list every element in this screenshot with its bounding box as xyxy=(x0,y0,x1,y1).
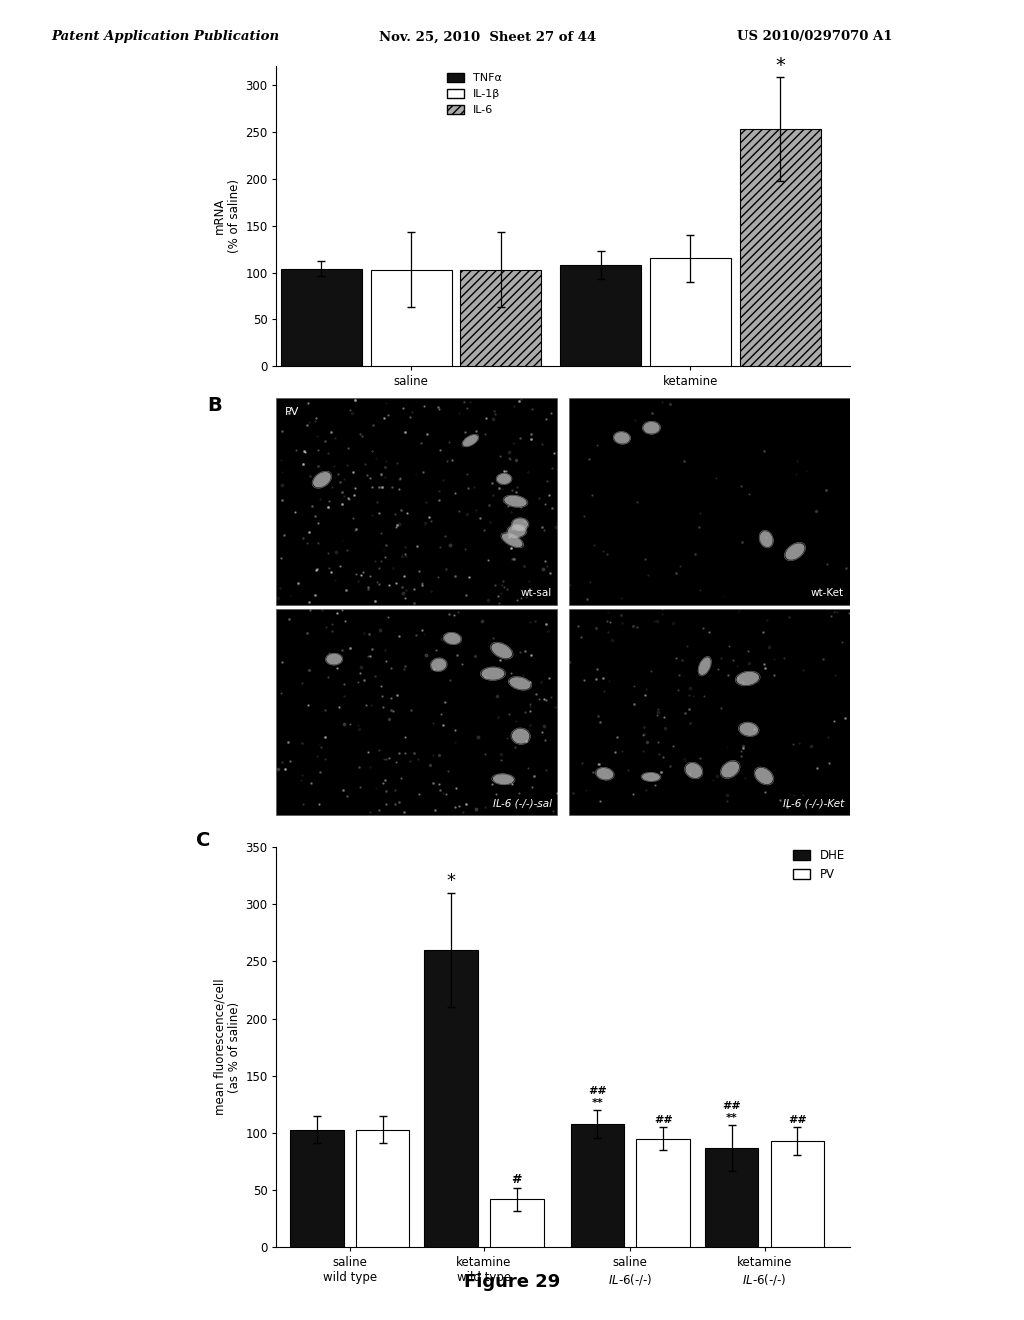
Text: #: # xyxy=(512,1172,522,1185)
Ellipse shape xyxy=(502,533,522,546)
Ellipse shape xyxy=(327,653,342,665)
Bar xyxy=(771,1140,824,1247)
Bar xyxy=(355,1130,410,1247)
Text: ##: ## xyxy=(788,1115,807,1125)
Ellipse shape xyxy=(481,668,505,680)
Text: *: * xyxy=(775,57,785,75)
Text: Nov. 25, 2010  Sheet 27 of 44: Nov. 25, 2010 Sheet 27 of 44 xyxy=(379,30,596,44)
Y-axis label: mean fluorescence/cell
(as % of saline): mean fluorescence/cell (as % of saline) xyxy=(213,979,241,1115)
Ellipse shape xyxy=(614,432,630,444)
Bar xyxy=(705,1148,759,1247)
Text: B: B xyxy=(208,396,222,416)
Ellipse shape xyxy=(642,772,660,781)
Bar xyxy=(569,399,850,605)
Text: US 2010/0297070 A1: US 2010/0297070 A1 xyxy=(737,30,893,44)
Ellipse shape xyxy=(509,677,530,689)
Bar xyxy=(461,269,542,367)
Text: **: ** xyxy=(592,1098,603,1107)
Y-axis label: mRNA
(% of saline): mRNA (% of saline) xyxy=(213,180,241,253)
Ellipse shape xyxy=(755,768,773,784)
Bar xyxy=(276,609,557,814)
Ellipse shape xyxy=(492,643,512,659)
Text: *: * xyxy=(446,873,456,890)
Bar xyxy=(490,1200,544,1247)
Ellipse shape xyxy=(739,723,758,737)
Text: PV: PV xyxy=(285,407,299,417)
Text: ##: ## xyxy=(654,1115,673,1125)
Ellipse shape xyxy=(313,473,331,487)
Bar xyxy=(276,399,557,605)
Ellipse shape xyxy=(760,531,773,546)
Bar xyxy=(290,1130,344,1247)
Text: wt-sal: wt-sal xyxy=(520,589,552,598)
Ellipse shape xyxy=(596,768,613,780)
Ellipse shape xyxy=(508,525,526,537)
Ellipse shape xyxy=(431,659,446,671)
Ellipse shape xyxy=(685,763,702,777)
Ellipse shape xyxy=(736,672,759,685)
Bar xyxy=(424,950,478,1247)
Bar xyxy=(650,259,731,367)
Ellipse shape xyxy=(512,519,528,531)
Legend: TNFα, IL-1β, IL-6: TNFα, IL-1β, IL-6 xyxy=(442,69,506,120)
Ellipse shape xyxy=(698,657,711,675)
Ellipse shape xyxy=(497,474,511,484)
Text: **: ** xyxy=(726,1113,737,1122)
Ellipse shape xyxy=(512,729,529,743)
Ellipse shape xyxy=(643,422,659,434)
Ellipse shape xyxy=(785,544,805,560)
Text: wt-Ket: wt-Ket xyxy=(811,589,844,598)
Legend: DHE, PV: DHE, PV xyxy=(787,845,850,886)
Text: ##: ## xyxy=(722,1101,741,1111)
Text: Patent Application Publication: Patent Application Publication xyxy=(51,30,280,44)
Text: IL-6 (-/-)-Ket: IL-6 (-/-)-Ket xyxy=(783,799,844,809)
Bar xyxy=(281,269,361,367)
Text: C: C xyxy=(197,830,211,850)
Bar xyxy=(560,265,641,367)
Text: Figure 29: Figure 29 xyxy=(464,1272,560,1291)
Ellipse shape xyxy=(504,496,526,507)
Ellipse shape xyxy=(463,434,478,446)
Bar xyxy=(636,1139,690,1247)
Bar xyxy=(569,609,850,814)
Bar xyxy=(371,269,452,367)
Text: ##: ## xyxy=(588,1086,607,1097)
Ellipse shape xyxy=(444,632,461,644)
Ellipse shape xyxy=(493,775,514,784)
Ellipse shape xyxy=(721,762,739,777)
Bar xyxy=(570,1123,625,1247)
Text: IL-6 (-/-)-sal: IL-6 (-/-)-sal xyxy=(493,799,552,809)
Bar xyxy=(739,129,820,367)
